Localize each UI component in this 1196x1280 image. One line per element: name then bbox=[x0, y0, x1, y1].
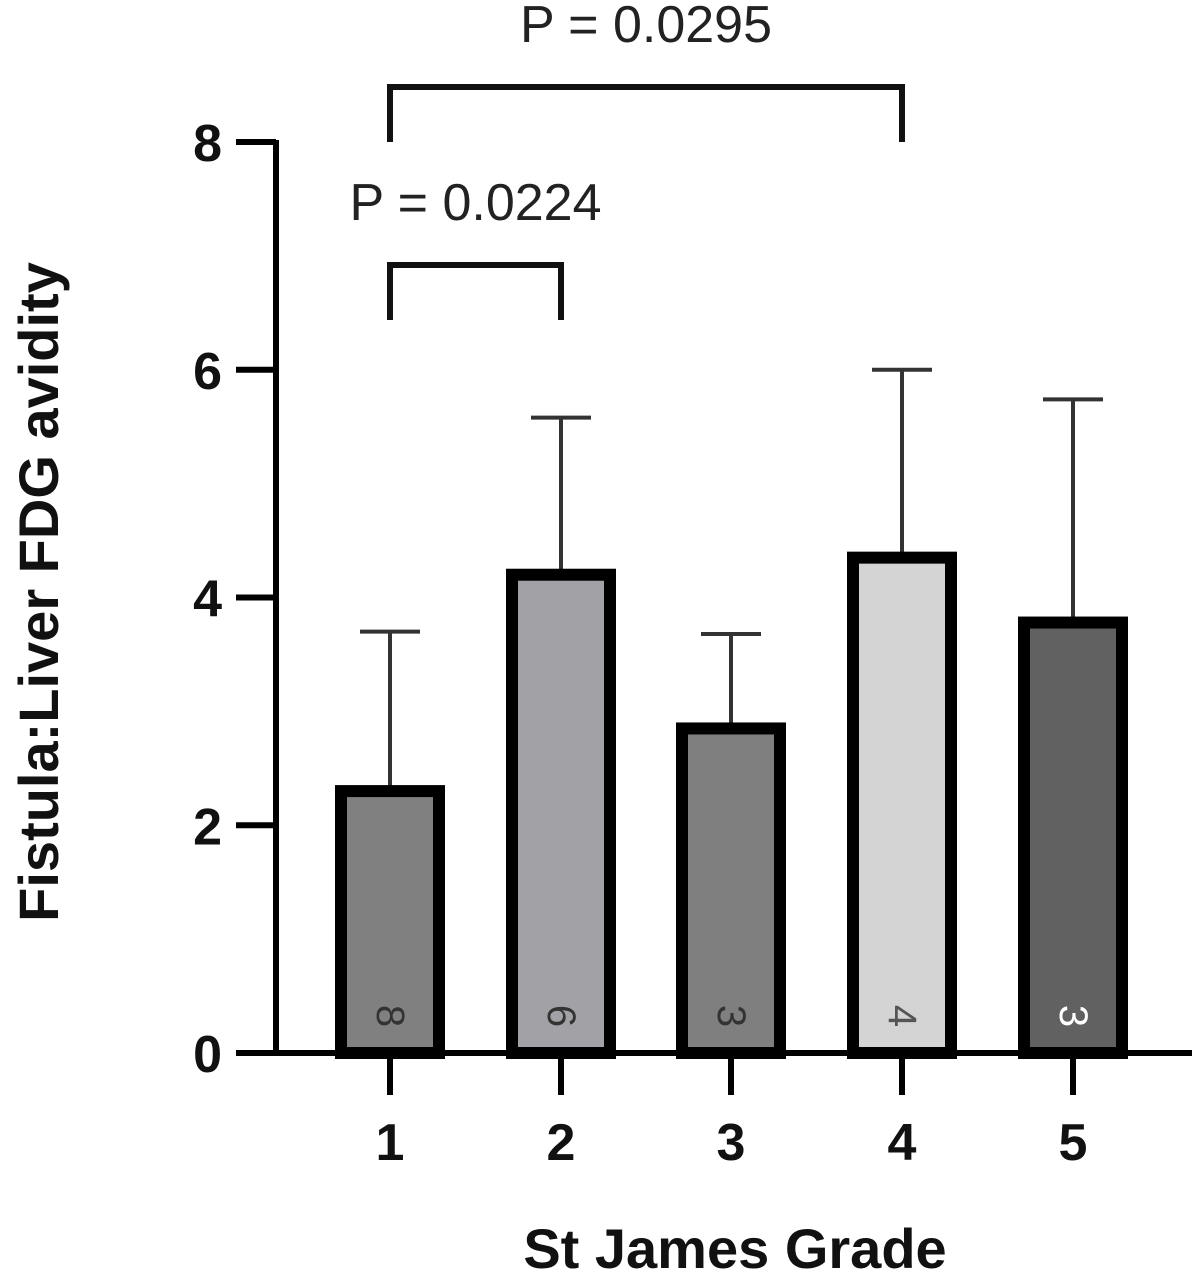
n-label-4: 4 bbox=[880, 1005, 924, 1027]
x-tick-label-1: 1 bbox=[376, 1114, 405, 1172]
x-tick-label-2: 2 bbox=[547, 1114, 576, 1172]
p-value-label-1-4: P = 0.0295 bbox=[520, 0, 772, 54]
n-label-1: 8 bbox=[368, 1005, 412, 1027]
x-tick-label-3: 3 bbox=[717, 1114, 746, 1172]
comparison-bracket-1-2 bbox=[387, 262, 564, 320]
y-tick-label-6: 6 bbox=[193, 343, 222, 401]
y-axis-title: Fistula:Liver FDG avidity bbox=[7, 262, 70, 922]
bar-grade-3 bbox=[676, 722, 786, 1059]
x-tick-label-4: 4 bbox=[888, 1114, 917, 1172]
y-tick-label-8: 8 bbox=[193, 115, 222, 173]
comparison-brackets: P = 0.0295 P = 0.0224 bbox=[349, 0, 905, 320]
x-axis-title: St James Grade bbox=[523, 1217, 946, 1280]
axes-layer: 0 2 4 6 8 1 2 3 4 5 bbox=[193, 115, 1192, 1172]
y-tick-label-2: 2 bbox=[193, 798, 222, 856]
y-tick-label-4: 4 bbox=[193, 571, 222, 629]
p-value-label-1-2: P = 0.0224 bbox=[349, 174, 601, 232]
bars-layer: 8 6 3 4 3 bbox=[335, 367, 1128, 1060]
bar-grade-2 bbox=[506, 568, 616, 1059]
n-label-3: 3 bbox=[709, 1005, 753, 1027]
n-label-2: 6 bbox=[539, 1005, 583, 1027]
x-tick-label-5: 5 bbox=[1059, 1114, 1088, 1172]
bar-grade-4 bbox=[847, 551, 957, 1059]
y-tick-label-0: 0 bbox=[193, 1026, 222, 1084]
n-label-5: 3 bbox=[1051, 1005, 1095, 1027]
bar-grade-5 bbox=[1018, 616, 1128, 1059]
comparison-bracket-1-4 bbox=[387, 84, 905, 142]
